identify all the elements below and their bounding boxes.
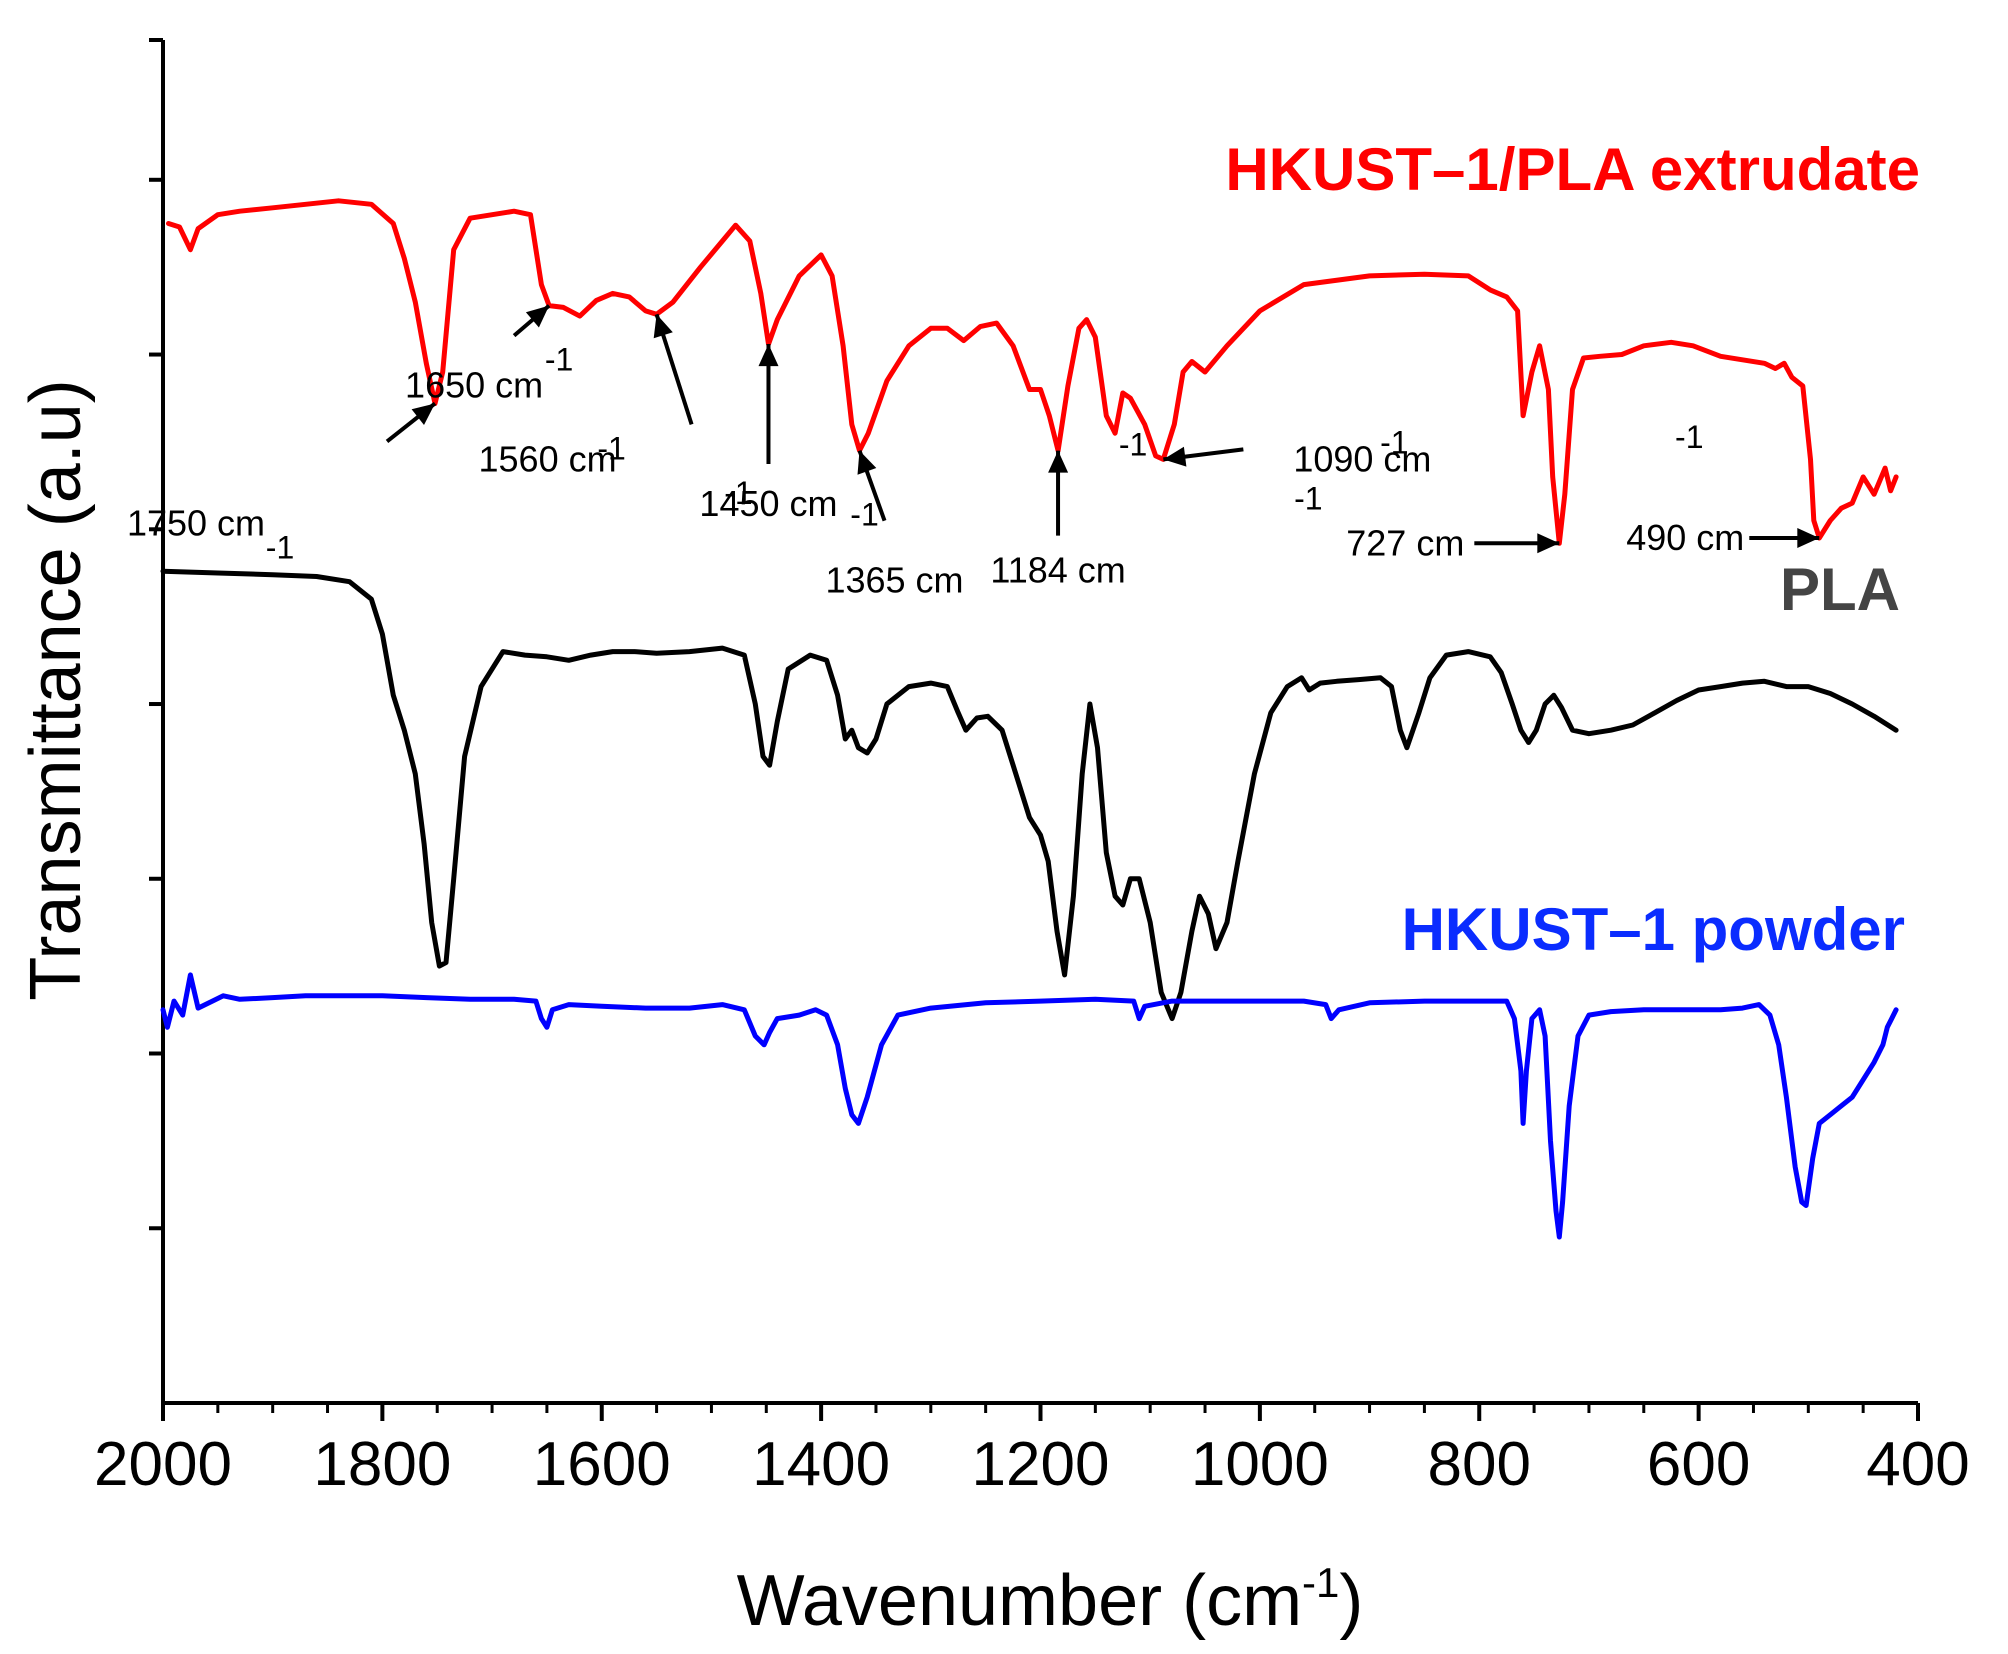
x-tick-label: 800	[1428, 1430, 1531, 1499]
peak-annotation: 727 cm -1	[1346, 424, 1560, 563]
annotation-arrowhead	[525, 305, 550, 328]
x-axis-title-main: Wavenumber (cm	[737, 1561, 1302, 1641]
annotation-arrowhead	[411, 403, 435, 425]
series-label-extrudate: HKUST–1/PLA extrudate	[1225, 136, 1920, 203]
annotation-label: 1750 cm	[127, 502, 265, 543]
annotation-arrowhead	[1163, 446, 1187, 467]
x-tick-label: 600	[1647, 1430, 1750, 1499]
series-line-1	[160, 568, 1899, 1022]
annotation-superscript: -1	[545, 342, 573, 378]
annotation-arrowhead	[1537, 533, 1560, 554]
x-tick-label: 1800	[313, 1430, 451, 1499]
annotation-label: 727 cm	[1346, 522, 1464, 563]
peak-annotation: 1650 cm-1	[405, 304, 573, 406]
annotation-superscript: -1	[1380, 424, 1408, 460]
annotation-label: 1450 cm	[699, 483, 837, 524]
annotation-superscript: -1	[1119, 427, 1147, 463]
annotation-arrowhead	[1797, 528, 1820, 548]
x-tick-label: 400	[1866, 1430, 1969, 1499]
peak-annotation: 490 cm -1	[1626, 419, 1820, 558]
peak-annotation: 1450 cm-1	[699, 344, 838, 524]
annotation-label: 1365 cm	[825, 560, 963, 601]
annotation-superscript: -1	[266, 529, 294, 565]
annotation-arrowhead	[653, 314, 673, 339]
peak-annotation: 1750 cm-1	[127, 401, 437, 565]
annotation-label: 1090 cm	[1293, 438, 1431, 479]
peak-annotation: 1184 cm -1	[990, 427, 1147, 591]
x-axis-title: Wavenumber (cm-1)	[737, 1559, 1364, 1641]
annotation-label: 1650 cm	[405, 365, 543, 406]
annotation-label: 1560 cm	[479, 438, 617, 479]
peak-annotation: 1560 cm-1	[479, 313, 694, 479]
annotation-arrowhead	[758, 344, 779, 367]
x-tick-label: 1000	[1191, 1430, 1329, 1499]
series-layer	[160, 198, 1899, 1240]
axes: 2000 1800 1600 1400 1200 1000 800 600 400	[94, 38, 1970, 1499]
annotation-superscript: -1	[1675, 419, 1703, 455]
annotation-arrowhead	[1048, 450, 1069, 473]
series-label-pla: PLA	[1780, 556, 1900, 623]
series-line-2	[160, 972, 1899, 1240]
annotation-superscript: -1	[724, 475, 752, 511]
annotation-superscript: -1	[1294, 480, 1322, 516]
peak-annotation: 1090 cm-1	[1163, 438, 1431, 516]
annotation-superscript: -1	[850, 497, 878, 533]
x-axis-title-sup: -1	[1302, 1559, 1339, 1606]
x-tick-label: 1600	[533, 1430, 671, 1499]
peak-annotation: 1365 cm -1	[825, 449, 964, 601]
annotation-arrowhead	[857, 450, 877, 475]
annotation-label: 1184 cm	[990, 550, 1125, 591]
series-label-powder: HKUST–1 powder	[1402, 896, 1905, 963]
annotation-label: 490 cm	[1626, 517, 1744, 558]
y-axis-title: Transmittance (a.u)	[16, 379, 96, 1001]
annotation-superscript: -1	[597, 430, 625, 466]
x-tick-label: 2000	[94, 1430, 232, 1499]
x-tick-label: 1400	[752, 1430, 890, 1499]
x-axis-title-close: )	[1339, 1561, 1363, 1641]
x-tick-label: 1200	[972, 1430, 1110, 1499]
